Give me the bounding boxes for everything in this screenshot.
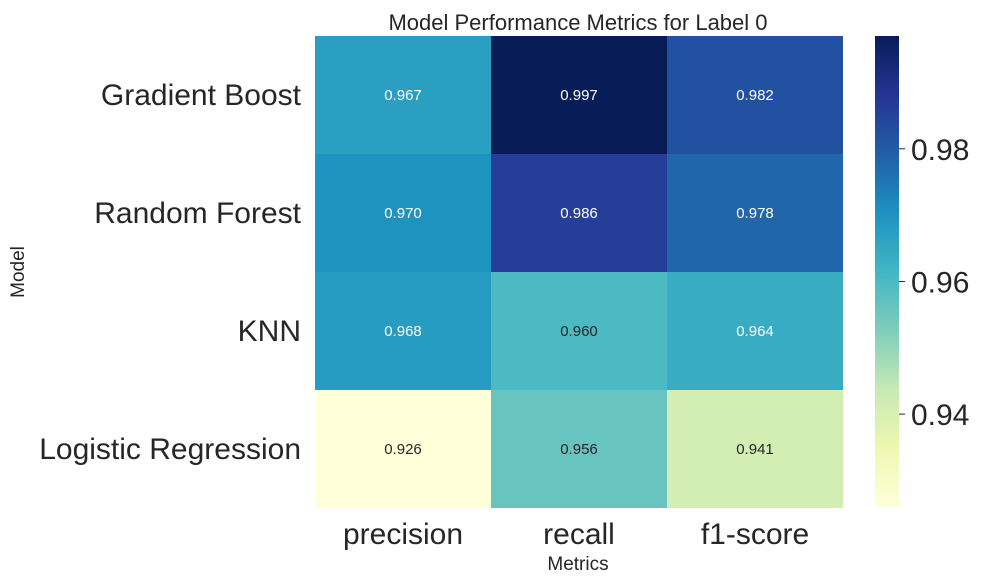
- heatmap-cell: [667, 36, 843, 154]
- column-tick-label: recall: [543, 518, 615, 551]
- cell-value-label: 0.956: [560, 441, 598, 458]
- row-tick-label: KNN: [238, 315, 301, 348]
- cell-value-label: 0.941: [736, 441, 774, 458]
- colorbar: [875, 36, 899, 507]
- row-tick-label: Gradient Boost: [101, 79, 302, 112]
- cell-value-label: 0.960: [560, 323, 598, 340]
- cell-value-label: 0.970: [384, 205, 422, 222]
- heatmap-cell: [491, 36, 667, 154]
- heatmap-cell: [315, 390, 491, 508]
- row-tick-label: Random Forest: [94, 197, 301, 230]
- cell-value-label: 0.982: [736, 87, 774, 104]
- cell-value-label: 0.967: [384, 87, 422, 104]
- heatmap-cell: [315, 154, 491, 272]
- column-tick-label: f1-score: [701, 518, 809, 551]
- heatmap-cell: [315, 36, 491, 154]
- cell-value-label: 0.978: [736, 205, 774, 222]
- heatmap-cell: [667, 390, 843, 508]
- heatmap-cell: [491, 272, 667, 390]
- row-tick-labels: Gradient Boost Random Forest KNN Logistic R…: [39, 79, 301, 466]
- column-tick-labels: precision recall f1-score: [343, 518, 809, 551]
- heatmap-cell: [491, 390, 667, 508]
- heatmap-cell: [491, 154, 667, 272]
- heatmap-cell: [667, 154, 843, 272]
- heatmap-cell: [667, 272, 843, 390]
- cell-value-label: 0.968: [384, 323, 422, 340]
- cell-value-label: 0.964: [736, 323, 774, 340]
- colorbar-tick-label: 0.98: [911, 134, 969, 167]
- heatmap-cells: 0.967 0.997 0.982 0.970 0.986 0.978 0.968 0.960…: [315, 36, 843, 508]
- column-tick-label: precision: [343, 518, 463, 551]
- cell-value-label: 0.986: [560, 205, 598, 222]
- chart-title: Model Performance Metrics for Label 0: [388, 10, 767, 35]
- heatmap-cell: [315, 272, 491, 390]
- colorbar-tick-label: 0.96: [911, 266, 969, 299]
- x-axis-label: Metrics: [547, 554, 608, 575]
- cell-value-label: 0.997: [560, 87, 598, 104]
- row-tick-label: Logistic Regression: [39, 433, 301, 466]
- cell-value-label: 0.926: [384, 441, 422, 458]
- colorbar-tick-label: 0.94: [911, 399, 969, 432]
- y-axis-label: Model: [8, 246, 29, 298]
- colorbar-ticks: 0.94 0.96 0.98: [899, 134, 969, 432]
